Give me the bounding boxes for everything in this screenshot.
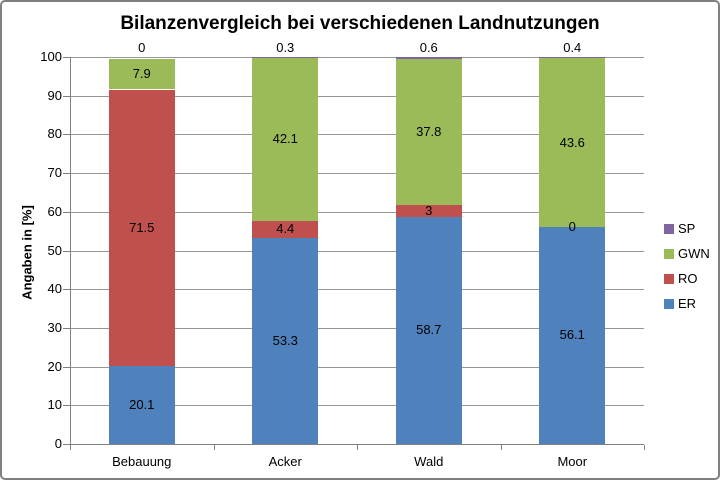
data-label: 56.1 [559, 327, 585, 343]
y-axis-tick [63, 134, 70, 136]
legend-swatch-gwn-icon [664, 248, 674, 259]
data-label: 4.4 [276, 221, 295, 237]
y-tick-label: 60 [47, 203, 62, 219]
legend-label: SP [678, 221, 696, 236]
bar-segment-er-bebauung[interactable] [108, 366, 175, 444]
y-axis-tick [63, 211, 70, 213]
data-label: 53.3 [272, 332, 298, 348]
y-tick-label: 70 [47, 165, 62, 181]
x-axis-line [70, 444, 644, 445]
gridline [70, 211, 644, 213]
bar-segment-er-moor[interactable] [539, 226, 606, 444]
y-tick-label: 50 [47, 242, 62, 258]
y-axis-tick [63, 327, 70, 329]
gridline [70, 134, 644, 136]
data-label: 37.8 [416, 124, 442, 140]
data-label: 43.6 [559, 134, 585, 150]
legend[interactable]: SP GWN RO ER [664, 216, 710, 316]
bar-segment-ro-wald[interactable] [395, 205, 462, 217]
data-label: 7.9 [132, 66, 151, 82]
bar-segment-gwn-moor[interactable] [539, 58, 606, 227]
x-axis-tick [70, 445, 71, 450]
legend-label: RO [678, 271, 698, 286]
bar-segment-ro-acker[interactable] [252, 220, 319, 238]
data-label: 71.5 [129, 219, 155, 235]
gridline [70, 366, 644, 368]
data-label: 0.3 [276, 40, 295, 55]
legend-swatch-sp-icon [664, 223, 674, 234]
y-tick-label: 20 [47, 358, 62, 374]
gridline [70, 173, 644, 175]
y-axis-tick [63, 173, 70, 175]
category-label-bebauung: Bebauung [112, 454, 172, 469]
data-label: 0 [138, 40, 146, 55]
gridline [70, 95, 644, 97]
x-axis-tick [644, 445, 645, 450]
legend-item-gwn[interactable]: GWN [664, 241, 710, 266]
data-label: 20.1 [129, 397, 155, 413]
y-axis-tick [63, 95, 70, 97]
gridline [70, 327, 644, 329]
data-label: 3 [425, 203, 433, 219]
bar-segment-ro-bebauung[interactable] [108, 89, 175, 367]
bar-segment-er-acker[interactable] [252, 237, 319, 444]
bar-segment-sp-moor[interactable] [539, 56, 606, 59]
legend-item-er[interactable]: ER [664, 291, 710, 316]
y-tick-label: 30 [47, 319, 62, 335]
bar-segment-gwn-wald[interactable] [395, 58, 462, 206]
bar-segment-sp-wald[interactable] [395, 56, 462, 59]
chart-title[interactable]: Bilanzenvergleich bei verschiedenen Land… [120, 13, 600, 34]
x-axis-tick [213, 445, 215, 450]
y-axis-tick [63, 444, 70, 445]
y-tick-label: 40 [47, 281, 62, 297]
x-axis-tick [357, 445, 358, 450]
data-label: 58.7 [416, 322, 442, 338]
category-label-acker: Acker [268, 454, 302, 469]
y-tick-label: 100 [40, 49, 62, 64]
legend-item-ro[interactable]: RO [664, 266, 710, 291]
y-tick-label: 80 [47, 126, 62, 142]
legend-item-sp[interactable]: SP [664, 216, 710, 241]
y-axis-tick [63, 250, 70, 252]
y-axis-line [70, 57, 71, 445]
y-tick-label: 90 [47, 87, 62, 103]
category-label-moor: Moor [557, 454, 588, 469]
y-axis-tick [63, 405, 70, 407]
bar-segment-gwn-bebauung[interactable] [108, 58, 175, 90]
data-label: 0 [568, 218, 576, 234]
gridline [70, 405, 644, 407]
y-tick-label: 0 [54, 436, 62, 451]
legend-swatch-ro-icon [664, 273, 674, 284]
gridline [70, 57, 644, 58]
y-tick-label: 10 [47, 397, 62, 413]
gridline [70, 289, 644, 291]
y-axis-tick [63, 57, 70, 58]
bar-segment-er-wald[interactable] [395, 216, 462, 444]
bar-segment-gwn-acker[interactable] [252, 57, 319, 221]
legend-swatch-er-icon [664, 298, 674, 309]
y-axis-tick [63, 366, 70, 368]
legend-label: ER [678, 296, 697, 311]
bar-segment-sp-acker[interactable] [252, 56, 319, 58]
gridline [70, 250, 644, 252]
data-label: 0.4 [563, 40, 582, 55]
data-label: 42.1 [272, 131, 298, 147]
data-label: 0.6 [419, 40, 438, 55]
y-axis-tick [63, 289, 70, 291]
legend-label: GWN [678, 246, 710, 261]
category-label-wald: Wald [414, 454, 444, 469]
x-axis-tick [500, 445, 502, 450]
